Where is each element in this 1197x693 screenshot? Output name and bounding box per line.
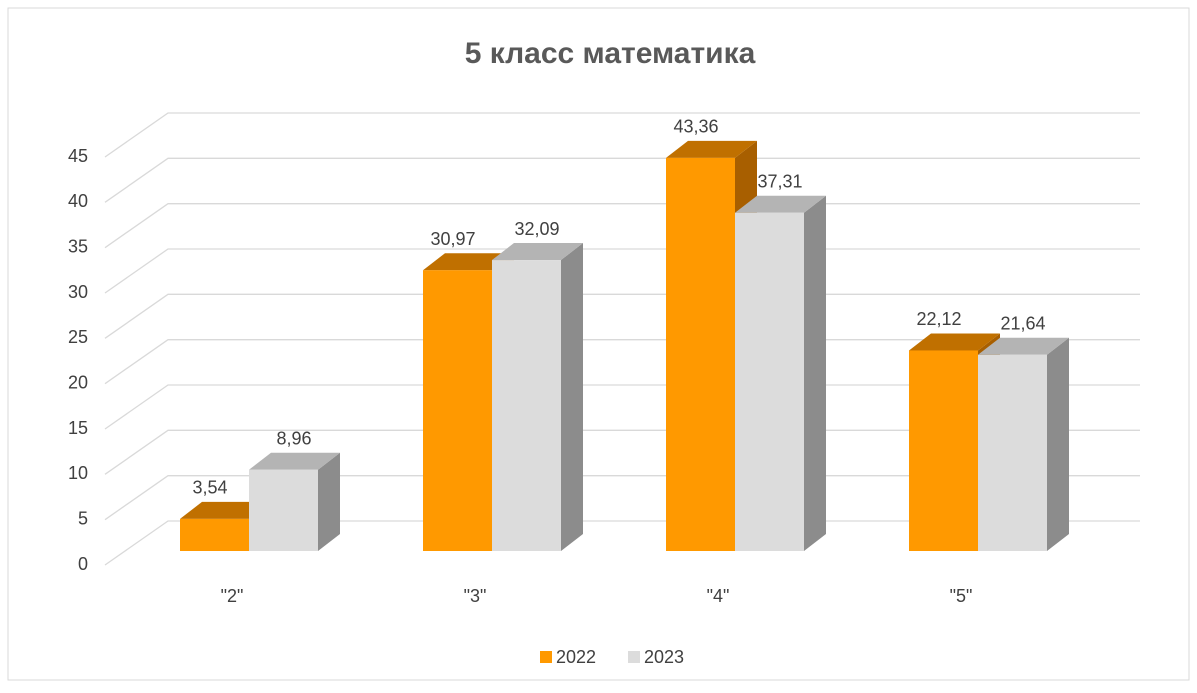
data-label: 30,97 xyxy=(430,229,475,249)
legend-swatch xyxy=(628,651,640,663)
bar xyxy=(666,157,735,552)
x-tick-label: "3" xyxy=(464,586,487,606)
bar xyxy=(735,212,804,552)
y-tick-label: 35 xyxy=(68,236,88,256)
y-tick-label: 0 xyxy=(78,554,88,574)
y-tick-label: 40 xyxy=(68,191,88,211)
bar-top xyxy=(492,243,583,261)
y-tick-label: 5 xyxy=(78,508,88,528)
y-tick-label: 45 xyxy=(68,146,88,166)
bar xyxy=(909,350,978,551)
bar-side xyxy=(318,452,340,551)
x-tick-label: "2" xyxy=(221,586,244,606)
bar-top xyxy=(423,253,514,271)
bar-top xyxy=(909,333,1000,351)
bar-top xyxy=(735,195,826,213)
bar xyxy=(423,270,492,551)
grid-line xyxy=(104,112,1140,158)
data-label: 8,96 xyxy=(276,429,311,449)
bar-top xyxy=(666,140,757,158)
bar xyxy=(978,354,1047,551)
bar xyxy=(492,260,561,551)
bar-side xyxy=(1047,337,1069,551)
y-tick-label: 25 xyxy=(68,327,88,347)
y-tick-label: 30 xyxy=(68,282,88,302)
y-tick-label: 15 xyxy=(68,418,88,438)
legend-label: 2022 xyxy=(556,647,596,667)
bar-top xyxy=(180,501,271,519)
bar-top xyxy=(978,337,1069,355)
data-label: 32,09 xyxy=(514,219,559,239)
data-label: 3,54 xyxy=(192,478,227,498)
chart-title: 5 класс математика xyxy=(465,37,756,70)
bar xyxy=(180,518,249,551)
data-label: 37,31 xyxy=(757,171,802,191)
legend-swatch xyxy=(540,651,552,663)
data-label: 21,64 xyxy=(1000,314,1045,334)
x-tick-label: "5" xyxy=(950,586,973,606)
y-tick-label: 10 xyxy=(68,463,88,483)
legend-label: 2023 xyxy=(644,647,684,667)
grid-line xyxy=(104,157,1140,203)
bar-side xyxy=(804,195,826,552)
data-label: 43,36 xyxy=(673,117,718,137)
bar-side xyxy=(561,243,583,551)
bar xyxy=(249,469,318,551)
y-tick-label: 20 xyxy=(68,372,88,392)
data-label: 22,12 xyxy=(916,309,961,329)
bar-top xyxy=(249,452,340,470)
x-tick-label: "4" xyxy=(707,586,730,606)
